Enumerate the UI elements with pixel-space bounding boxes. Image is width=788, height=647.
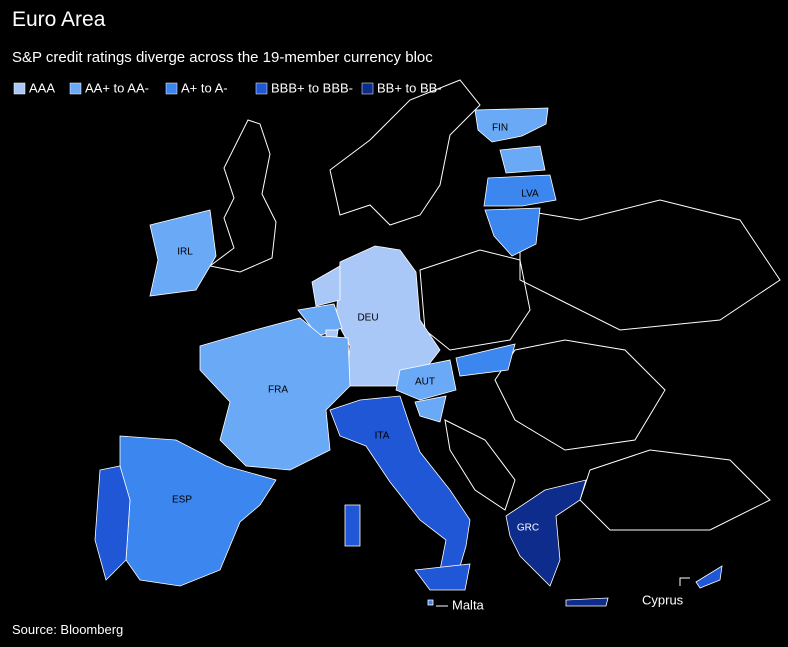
- east-outline: [519, 199, 781, 331]
- country: [455, 343, 516, 377]
- legend-swatch: [255, 82, 268, 95]
- country: [499, 145, 546, 174]
- balkans-west-outline: [444, 419, 516, 511]
- country: [199, 317, 351, 471]
- country: [695, 565, 723, 589]
- country-label: ESP: [172, 495, 192, 506]
- country-label: ITA: [375, 431, 390, 442]
- legend-swatch: [165, 82, 178, 95]
- subtitle: S&P credit ratings diverge across the 19…: [12, 49, 433, 66]
- country: [565, 597, 609, 607]
- annotation: Cyprus: [642, 592, 684, 607]
- country: [483, 174, 557, 207]
- country: [505, 479, 587, 587]
- legend: AAA AA+ to AA- A+ to A- BBB+ to BBB- BB+ to …: [13, 80, 442, 95]
- country: [427, 599, 434, 606]
- legend-swatch: [13, 82, 26, 95]
- country: [149, 209, 217, 297]
- poland-outline: [419, 249, 531, 351]
- legend-label: BB+ to BB-: [377, 80, 442, 95]
- country: [484, 207, 541, 257]
- country: [329, 395, 471, 581]
- country: [311, 265, 341, 307]
- country: [344, 504, 361, 547]
- cyprus-leader: [679, 577, 690, 586]
- country-label: LVA: [521, 189, 539, 200]
- legend-swatch: [69, 82, 82, 95]
- countries: FIN LVA IRL DEU FRA AUT ITA ESP GRC: [94, 107, 723, 607]
- country-label: GRC: [517, 523, 539, 534]
- title: Euro Area: [12, 8, 106, 31]
- country: [474, 107, 549, 143]
- scandinavia-outline: [329, 79, 481, 226]
- uk-outline: [208, 119, 277, 273]
- legend-label: BBB+ to BBB-: [271, 80, 353, 95]
- legend-swatch: [361, 82, 374, 95]
- turkey-outline: [579, 449, 771, 531]
- country-label: FRA: [268, 385, 288, 396]
- background-countries: [208, 79, 781, 531]
- country-label: IRL: [177, 247, 193, 258]
- source: Source: Bloomberg: [12, 622, 123, 637]
- country-label: FIN: [492, 123, 508, 134]
- country-label: AUT: [415, 377, 435, 388]
- country: [94, 465, 131, 581]
- country: [414, 395, 447, 423]
- country: [414, 563, 471, 591]
- annotation: Malta: [452, 597, 485, 612]
- legend-label: A+ to A-: [181, 80, 228, 95]
- legend-label: AA+ to AA-: [85, 80, 149, 95]
- legend-label: AAA: [29, 80, 55, 95]
- country: [395, 359, 457, 401]
- country-label: DEU: [357, 313, 378, 324]
- balkans-east-outline: [494, 339, 666, 451]
